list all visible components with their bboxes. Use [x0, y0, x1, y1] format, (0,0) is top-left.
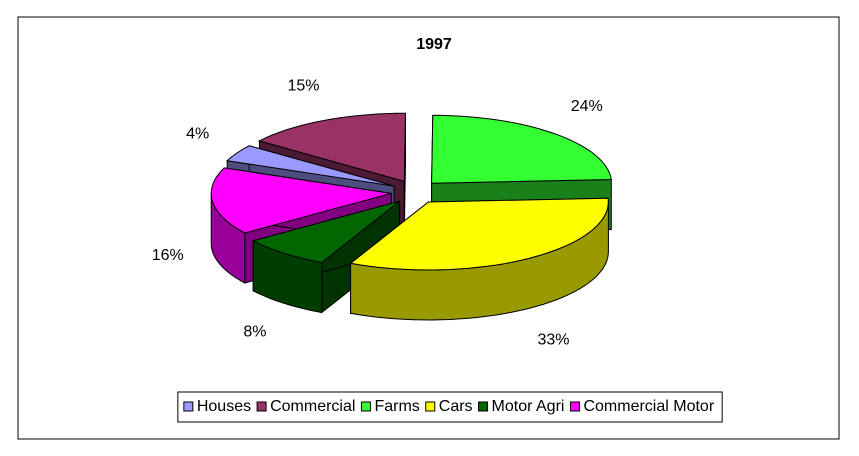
- chart-title: 1997: [416, 36, 452, 53]
- legend-label: Cars: [439, 398, 473, 415]
- slice-top: [251, 200, 400, 264]
- data-label: 4%: [186, 126, 209, 143]
- legend-swatch: [425, 401, 436, 412]
- legend-swatch: [569, 401, 580, 412]
- legend-label: Motor Agri: [492, 398, 565, 415]
- pie: 4% 15% 24% 33% 8% 16%: [152, 78, 612, 348]
- slice-top: [210, 167, 392, 234]
- legend-swatch: [256, 401, 267, 412]
- legend-box: [177, 391, 723, 423]
- legend-swatch: [360, 401, 371, 412]
- slice-top: [349, 197, 609, 271]
- legend-swatch: [478, 401, 489, 412]
- data-label: 33%: [538, 331, 570, 348]
- legend: Houses Commercial Farms Cars Motor Agri Comme…: [177, 391, 723, 423]
- legend-label: Commercial: [270, 398, 355, 415]
- legend-label: Farms: [374, 398, 419, 415]
- legend-label: Houses: [197, 398, 251, 415]
- legend-swatch: [183, 401, 194, 412]
- data-label: 8%: [243, 324, 266, 341]
- data-label: 15%: [287, 78, 319, 95]
- pie-slice: [349, 197, 609, 321]
- data-label: 24%: [571, 98, 603, 115]
- legend-label: Commercial Motor: [583, 398, 714, 415]
- slice-top: [431, 114, 612, 184]
- slice-top: [226, 145, 395, 187]
- data-label: 16%: [152, 247, 184, 264]
- slice-top: [257, 112, 407, 182]
